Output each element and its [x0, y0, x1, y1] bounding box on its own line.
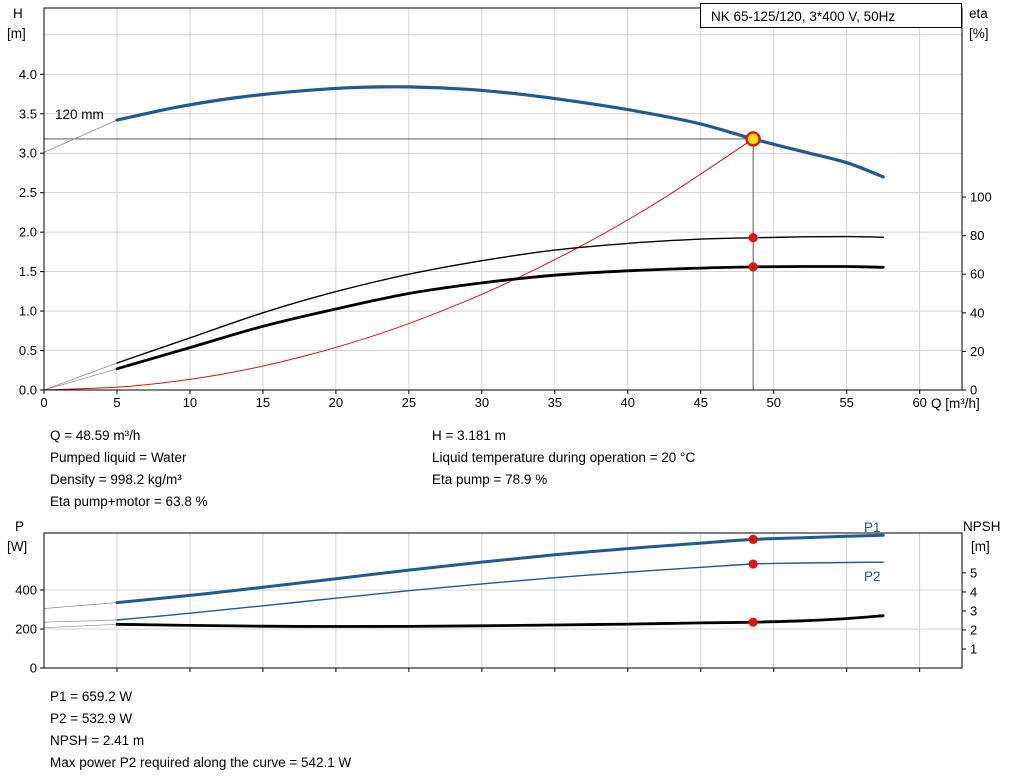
pumped-liquid-text: Pumped liquid = Water [50, 450, 187, 465]
x-tick-label: 60 [912, 395, 926, 410]
plot-border [43, 7, 963, 391]
y-right-tick-label: 60 [970, 267, 984, 282]
x-tick-label: 40 [621, 395, 635, 410]
y-right-tick-label: 2 [970, 622, 977, 637]
npsh-axis-label: NPSH [963, 519, 1001, 534]
liquid-temperature-text: Liquid temperature during operation = 20… [432, 450, 696, 465]
p1-connector [43, 602, 118, 609]
y-left-tick-label: 0 [30, 661, 37, 676]
x-tick-label: 50 [766, 395, 780, 410]
x-tick-label: 0 [40, 395, 47, 410]
npsh-axis-unit: [m] [971, 539, 990, 554]
pump-title-box: NK 65-125/120, 3*400 V, 50Hz [700, 3, 962, 28]
eta-pump-motor-connector [43, 368, 118, 391]
duty-head-text: H = 3.181 m [432, 428, 506, 443]
y-right-tick-label: 4 [970, 584, 977, 599]
duty-flow-text: Q = 48.59 m³/h [50, 428, 141, 443]
npsh-curve [115, 614, 885, 628]
x-tick-label: 35 [548, 395, 562, 410]
y-left-tick-label: 0.0 [19, 383, 37, 398]
y-right-tick-label: 3 [970, 603, 977, 618]
y-right-tick-label: 20 [970, 344, 984, 359]
p-axis-label: P [15, 519, 25, 534]
density-text: Density = 998.2 kg/m³ [50, 472, 182, 487]
y-right-tick-label: 1 [970, 641, 977, 656]
eta-pump-motor-duty-dot [748, 262, 758, 272]
impeller-diameter-label: 120 mm [55, 107, 104, 122]
x-tick-label: 20 [329, 395, 343, 410]
x-tick-label: 55 [839, 395, 853, 410]
y-left-tick-label: 2.5 [19, 185, 37, 200]
x-tick-label: 25 [402, 395, 416, 410]
y-right-tick-label: 80 [970, 228, 984, 243]
p2-duty-dot [748, 559, 758, 569]
x-tick-label: 45 [694, 395, 708, 410]
y-left-tick-label: 200 [15, 621, 37, 636]
h-axis-unit: [m] [7, 26, 26, 41]
y-left-tick-label: 1.5 [19, 264, 37, 279]
p1-value-text: P1 = 659.2 W [50, 689, 133, 704]
eta-pump-duty-dot [748, 233, 758, 243]
h-axis-label: H [13, 6, 23, 21]
duty-info-left: Q = 48.59 m³/h Pumped liquid = Water Den… [50, 425, 208, 513]
npsh-value-text: NPSH = 2.41 m [50, 733, 145, 748]
duty-point-marker [745, 131, 761, 147]
y-left-tick-label: 3.5 [19, 106, 37, 121]
p1-duty-dot [748, 534, 758, 544]
y-left-tick-label: 3.0 [19, 146, 37, 161]
y-right-tick-label: 40 [970, 305, 984, 320]
y-left-tick-label: 1.0 [19, 304, 37, 319]
pump-curve-120mm [115, 85, 885, 179]
qh-eta-chart-canvas: 0 5 10 15 20 25 30 35 40 45 50 55 60 0.0 0.5 1.0 1.5 2.0 2… [19, 7, 992, 410]
max-power-p2-text: Max power P2 required along the curve = … [50, 755, 352, 770]
x-tick-label: 5 [113, 395, 120, 410]
p2-connector [43, 619, 118, 623]
y-right-tick-label: 0 [970, 383, 977, 398]
eta-pump-motor-text: Eta pump+motor = 63.8 % [50, 494, 208, 509]
power-info: P1 = 659.2 W P2 = 532.9 W NPSH = 2.41 m … [50, 686, 351, 774]
y-right-tick-label: 100 [970, 190, 992, 205]
eta-pump-connector [43, 362, 118, 391]
eta-pump-curve [116, 235, 884, 364]
x-tick-label: 15 [256, 395, 270, 410]
p1-curve-label: P1 [864, 520, 881, 535]
power-npsh-chart-canvas: 0 200 400 1 2 3 4 5 [15, 532, 977, 676]
eta-axis-label: eta [969, 6, 988, 21]
eta-pump-motor-curve [115, 265, 885, 371]
y-left-tick-label: 4.0 [19, 67, 37, 82]
p2-curve [116, 561, 884, 621]
eta-axis-unit: [%] [969, 26, 989, 41]
p2-curve-label: P2 [864, 569, 881, 584]
p2-value-text: P2 = 532.9 W [50, 711, 133, 726]
q-axis-label: Q [m³/h] [931, 396, 980, 411]
eta-pump-text: Eta pump = 78.9 % [432, 472, 548, 487]
y-left-tick-label: 2.0 [19, 225, 37, 240]
y-right-tick-label: 5 [970, 565, 977, 580]
duty-info-right: H = 3.181 m Liquid temperature during op… [432, 425, 695, 491]
p1-curve [115, 533, 885, 605]
y-left-tick-label: 0.5 [19, 343, 37, 358]
y-left-tick-label: 400 [15, 582, 37, 597]
npsh-connector [43, 623, 118, 629]
npsh-duty-dot [748, 617, 758, 627]
x-tick-label: 10 [183, 395, 197, 410]
p-axis-unit: [W] [7, 539, 28, 554]
impeller-connector [43, 119, 118, 153]
x-tick-label: 30 [475, 395, 489, 410]
system-curve [43, 138, 754, 391]
plot-border [43, 532, 963, 669]
